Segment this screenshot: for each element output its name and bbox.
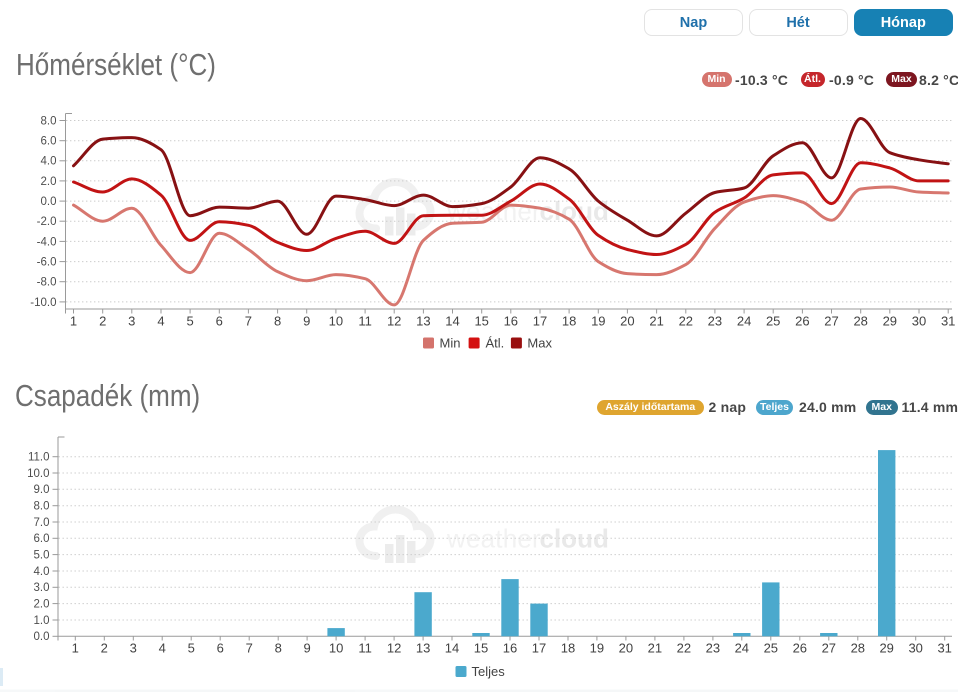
- svg-text:20: 20: [619, 641, 633, 656]
- svg-text:21: 21: [649, 314, 663, 329]
- svg-text:8.0: 8.0: [41, 115, 57, 127]
- svg-text:10.0: 10.0: [27, 468, 49, 480]
- svg-text:17: 17: [532, 641, 546, 656]
- svg-text:22: 22: [679, 314, 693, 329]
- svg-text:5: 5: [186, 314, 193, 329]
- svg-text:27: 27: [824, 314, 838, 329]
- svg-text:27: 27: [822, 641, 836, 656]
- svg-text:10: 10: [329, 641, 343, 656]
- svg-text:Min: Min: [440, 336, 461, 351]
- svg-text:2: 2: [101, 641, 108, 656]
- svg-text:2: 2: [99, 314, 106, 329]
- svg-text:0.0: 0.0: [41, 196, 57, 208]
- svg-text:1.0: 1.0: [34, 615, 50, 627]
- svg-text:10: 10: [329, 314, 343, 329]
- svg-text:15: 15: [474, 641, 488, 656]
- svg-text:4.0: 4.0: [34, 566, 50, 578]
- svg-text:24: 24: [735, 641, 749, 656]
- svg-text:Teljes: Teljes: [472, 664, 506, 679]
- svg-text:29: 29: [883, 314, 897, 329]
- svg-text:-6.0: -6.0: [37, 256, 57, 268]
- svg-text:19: 19: [591, 314, 605, 329]
- svg-text:31: 31: [941, 314, 955, 329]
- svg-text:19: 19: [590, 641, 604, 656]
- svg-text:9.0: 9.0: [34, 484, 50, 496]
- svg-text:16: 16: [503, 641, 517, 656]
- svg-text:29: 29: [879, 641, 893, 656]
- svg-text:7: 7: [246, 641, 253, 656]
- svg-text:3: 3: [130, 641, 137, 656]
- svg-text:13: 13: [416, 641, 430, 656]
- svg-text:11: 11: [358, 641, 372, 656]
- svg-text:8: 8: [275, 641, 282, 656]
- svg-text:30: 30: [908, 641, 922, 656]
- svg-text:6.0: 6.0: [41, 136, 57, 148]
- svg-text:3.0: 3.0: [34, 582, 50, 594]
- svg-text:-8.0: -8.0: [37, 277, 57, 289]
- svg-text:11.0: 11.0: [28, 452, 50, 464]
- svg-text:8.0: 8.0: [34, 501, 50, 513]
- svg-text:23: 23: [708, 314, 722, 329]
- svg-text:12: 12: [387, 314, 401, 329]
- svg-text:26: 26: [795, 314, 809, 329]
- svg-text:23: 23: [706, 641, 720, 656]
- svg-text:11: 11: [358, 314, 372, 329]
- svg-text:-2.0: -2.0: [37, 216, 57, 228]
- svg-text:14: 14: [445, 641, 459, 656]
- svg-text:4: 4: [159, 641, 166, 656]
- svg-text:2.0: 2.0: [41, 176, 57, 188]
- svg-text:15: 15: [474, 314, 488, 329]
- svg-text:17: 17: [533, 314, 547, 329]
- svg-text:5.0: 5.0: [34, 550, 50, 562]
- svg-text:18: 18: [562, 314, 576, 329]
- svg-text:0.0: 0.0: [34, 631, 50, 643]
- svg-text:-4.0: -4.0: [37, 236, 57, 248]
- svg-text:Átl.: Átl.: [486, 336, 505, 351]
- svg-text:-10.0: -10.0: [30, 297, 56, 309]
- svg-text:7: 7: [245, 314, 252, 329]
- svg-text:31: 31: [937, 641, 951, 656]
- svg-text:9: 9: [303, 641, 310, 656]
- svg-text:7.0: 7.0: [34, 517, 50, 529]
- svg-text:8: 8: [274, 314, 281, 329]
- svg-text:3: 3: [128, 314, 135, 329]
- svg-text:4: 4: [157, 314, 164, 329]
- svg-text:16: 16: [504, 314, 518, 329]
- svg-text:25: 25: [764, 641, 778, 656]
- svg-text:13: 13: [416, 314, 430, 329]
- svg-text:6: 6: [217, 641, 224, 656]
- svg-text:25: 25: [766, 314, 780, 329]
- svg-text:22: 22: [677, 641, 691, 656]
- svg-text:20: 20: [620, 314, 634, 329]
- svg-text:28: 28: [853, 314, 867, 329]
- svg-text:30: 30: [912, 314, 926, 329]
- svg-text:18: 18: [561, 641, 575, 656]
- svg-text:1: 1: [72, 641, 79, 656]
- svg-text:9: 9: [303, 314, 310, 329]
- svg-text:4.0: 4.0: [41, 156, 57, 168]
- svg-text:1: 1: [70, 314, 77, 329]
- svg-text:6: 6: [216, 314, 223, 329]
- svg-text:Max: Max: [527, 336, 552, 351]
- svg-text:5: 5: [188, 641, 195, 656]
- svg-text:24: 24: [737, 314, 751, 329]
- svg-text:14: 14: [445, 314, 459, 329]
- svg-text:6.0: 6.0: [34, 533, 50, 545]
- svg-text:26: 26: [793, 641, 807, 656]
- svg-text:21: 21: [648, 641, 662, 656]
- svg-text:2.0: 2.0: [34, 599, 50, 611]
- svg-text:12: 12: [387, 641, 401, 656]
- svg-text:28: 28: [851, 641, 865, 656]
